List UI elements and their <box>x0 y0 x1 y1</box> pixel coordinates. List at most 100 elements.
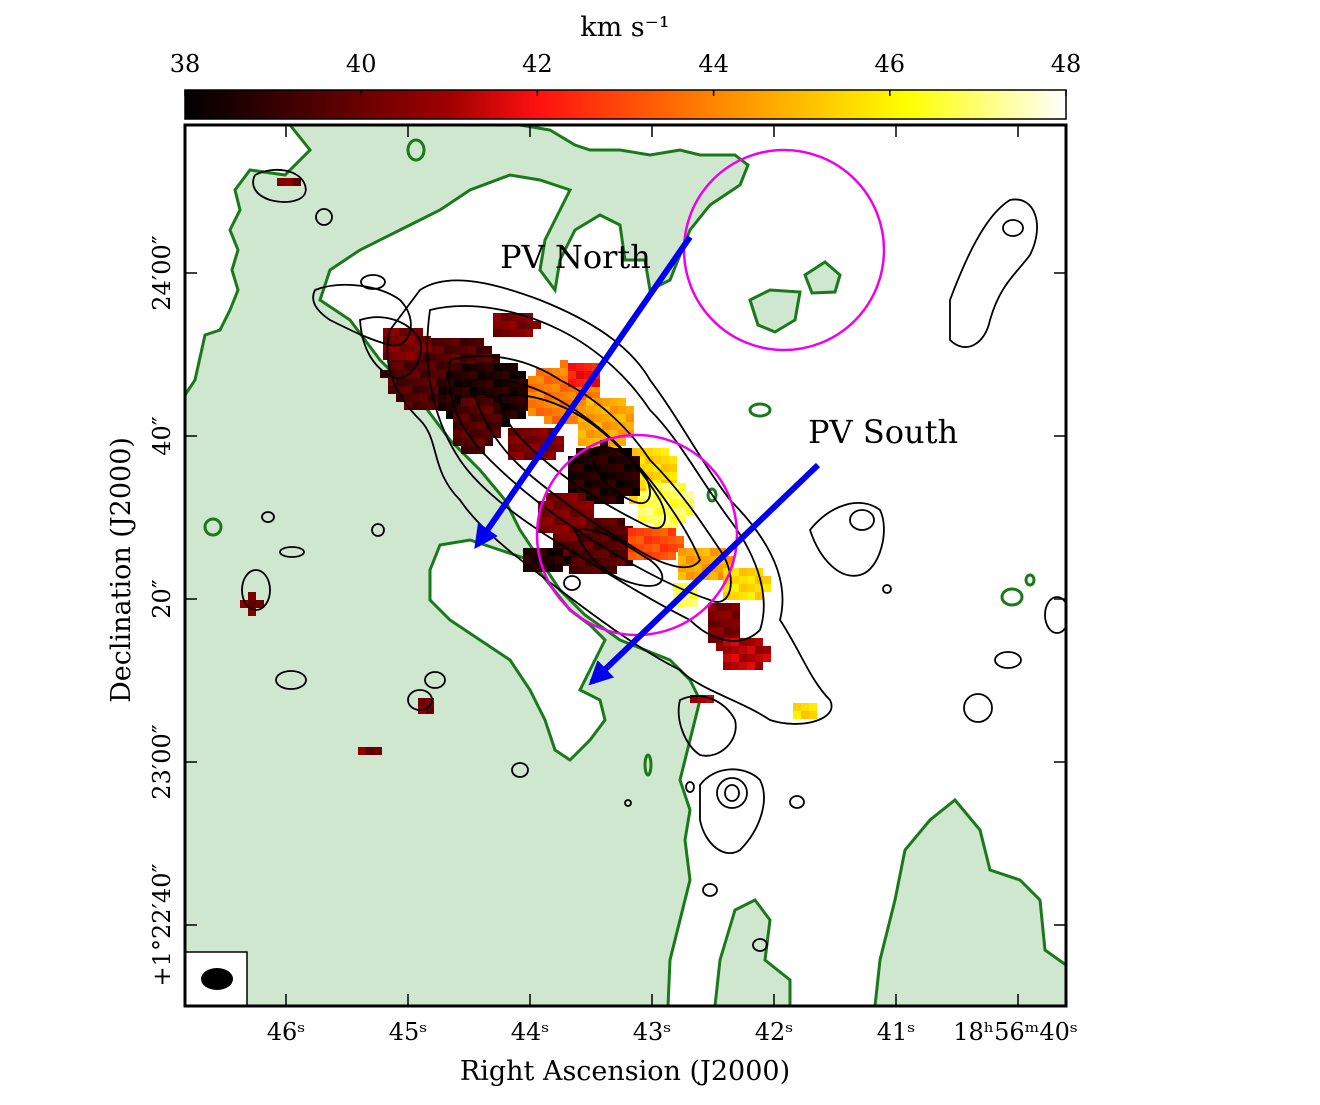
velocity-pixel <box>478 363 486 371</box>
velocity-pixel <box>747 584 755 592</box>
velocity-pixel <box>724 603 732 611</box>
velocity-pixel <box>731 662 739 670</box>
velocity-pixel <box>592 363 600 371</box>
velocity-pixel <box>485 430 493 438</box>
velocity-pixel <box>593 526 601 534</box>
velocity-pixel <box>626 414 634 422</box>
velocity-pixel <box>660 552 668 560</box>
velocity-pixel <box>636 544 644 552</box>
velocity-pixel <box>755 584 763 592</box>
x-axis-ticks: 46ˢ 45ˢ 44ˢ 43ˢ 42ˢ 41ˢ 18ʰ56ᵐ40ˢ <box>267 125 1078 1046</box>
velocity-pixel <box>568 363 576 371</box>
velocity-pixel <box>412 378 420 386</box>
velocity-pixel <box>420 394 428 402</box>
velocity-pixel <box>560 376 568 384</box>
velocity-pixel <box>624 448 632 456</box>
velocity-pixel <box>739 638 747 646</box>
velocity-pixel <box>763 584 771 592</box>
velocity-pixel <box>617 526 625 534</box>
intensity-contour <box>963 693 993 723</box>
velocity-pixel <box>624 480 632 488</box>
intensity-contour <box>702 883 718 897</box>
intensity-contour <box>949 198 1038 348</box>
velocity-pixel <box>454 363 462 371</box>
velocity-pixel <box>391 336 399 344</box>
velocity-pixel <box>755 568 763 576</box>
velocity-pixel <box>689 599 697 607</box>
velocity-pixel <box>678 499 686 507</box>
velocity-pixel <box>412 394 420 402</box>
velocity-pixel <box>494 379 502 387</box>
intensity-contour <box>882 584 892 594</box>
velocity-pixel <box>552 384 560 392</box>
velocity-pixel <box>454 395 462 403</box>
velocity-pixel <box>561 550 569 558</box>
velocity-pixel <box>560 360 568 368</box>
velocity-pixel <box>731 654 739 662</box>
velocity-pixel <box>616 488 624 496</box>
velocity-pixel <box>576 384 584 392</box>
velocity-pixel <box>578 517 586 525</box>
velocity-pixel <box>568 384 576 392</box>
velocity-pixel <box>518 395 526 403</box>
velocity-pixel <box>593 542 601 550</box>
velocity-pixel <box>645 472 653 480</box>
velocity-pixel <box>584 363 592 371</box>
velocity-pixel <box>652 528 660 536</box>
velocity-pixel <box>670 515 678 523</box>
velocity-pixel <box>608 464 616 472</box>
velocity-pixel <box>698 695 706 703</box>
velocity-pixel <box>418 698 426 706</box>
colorbar-tick-label: 40 <box>346 50 377 78</box>
velocity-pixel <box>601 558 609 566</box>
y-tick-label: 23′00″ <box>148 724 176 800</box>
velocity-pixel <box>586 509 594 517</box>
velocity-pixel <box>609 566 617 574</box>
velocity-pixel <box>477 430 485 438</box>
velocity-pixel <box>383 328 391 336</box>
velocity-pixel <box>608 480 616 488</box>
velocity-pixel <box>477 422 485 430</box>
velocity-pixel <box>546 509 554 517</box>
velocity-pixel <box>508 444 516 452</box>
velocity-pixel <box>501 313 509 321</box>
velocity-pixel <box>678 556 686 564</box>
shaded-patch <box>803 260 842 295</box>
velocity-pixel <box>461 430 469 438</box>
velocity-pixel <box>616 456 624 464</box>
velocity-pixel <box>594 430 602 438</box>
velocity-pixel <box>686 507 694 515</box>
velocity-pixel <box>617 534 625 542</box>
velocity-pixel <box>462 371 470 379</box>
shade-contour <box>643 753 653 777</box>
y-tick-label: 40″ <box>148 416 176 456</box>
velocity-pixel <box>546 501 554 509</box>
y-tick-label: +1°22′40″ <box>148 864 176 987</box>
velocity-pixel <box>731 646 739 654</box>
intensity-contour <box>588 445 651 505</box>
velocity-pixel <box>494 403 502 411</box>
velocity-pixel <box>502 411 510 419</box>
velocity-pixel <box>568 371 576 379</box>
velocity-pixel <box>681 599 689 607</box>
colorbar-tick-label: 48 <box>1051 50 1082 78</box>
velocity-pixel <box>536 384 544 392</box>
velocity-pixel <box>517 329 525 337</box>
colorbar-tick-label: 42 <box>522 50 553 78</box>
velocity-pixel <box>716 603 724 611</box>
velocity-pixel <box>453 430 461 438</box>
intensity-contour <box>1044 596 1066 634</box>
velocity-pixel <box>616 472 624 480</box>
velocity-pixel <box>747 638 755 646</box>
velocity-pixel <box>469 430 477 438</box>
velocity-pixel <box>577 534 585 542</box>
velocity-pixel <box>608 488 616 496</box>
velocity-pixel <box>509 313 517 321</box>
velocity-pixel <box>576 464 584 472</box>
velocity-pixel <box>436 362 444 370</box>
velocity-pixel <box>391 344 399 352</box>
velocity-pixel <box>248 608 256 616</box>
velocity-pixel <box>396 394 404 402</box>
velocity-pixel <box>453 406 461 414</box>
velocity-pixel <box>602 414 610 422</box>
